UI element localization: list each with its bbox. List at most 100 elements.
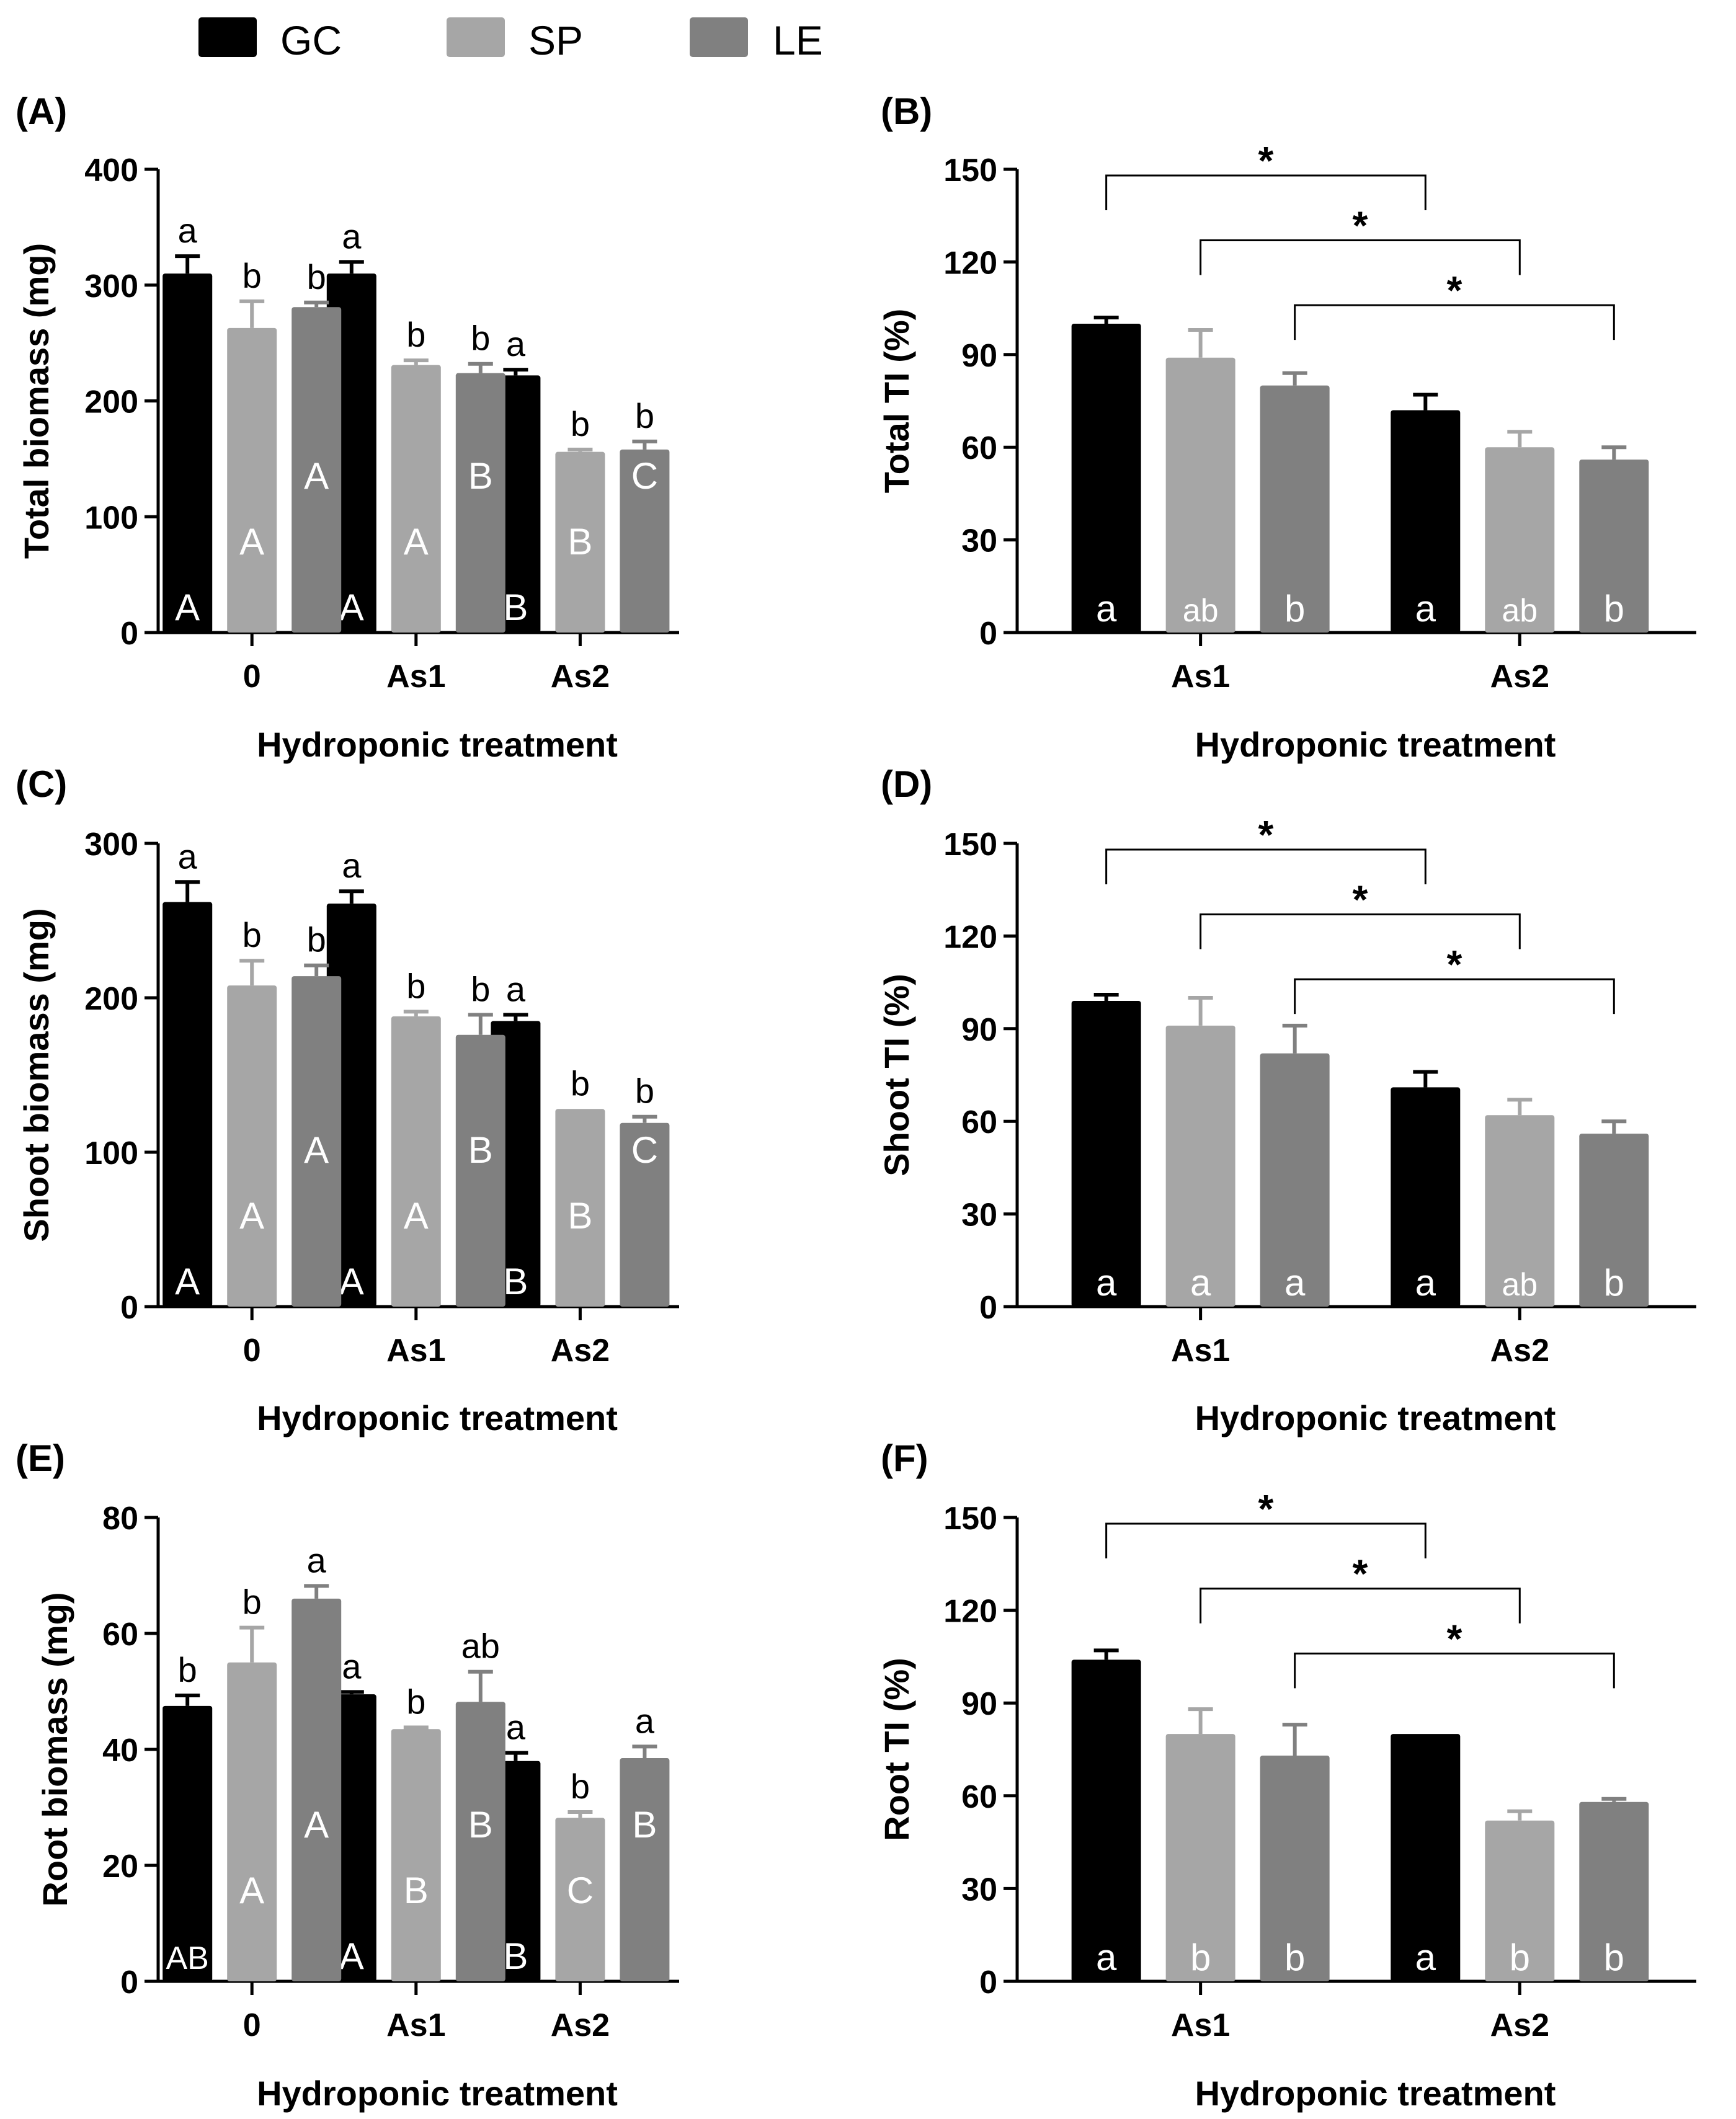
x-tick-label: 0 — [243, 2007, 261, 2043]
bar-inner-letter: a — [1284, 1262, 1306, 1304]
bar-inner-letter: A — [304, 1804, 329, 1846]
panel-4: (D) 0 30 60 90 120 150 Shoot TI (%) Hydroponic t… — [877, 763, 1696, 1437]
bar-sp — [1485, 447, 1555, 633]
x-tick-label: As2 — [1490, 1333, 1549, 1369]
legend-label-le: LE — [773, 17, 823, 63]
bar-top-letter: b — [571, 404, 590, 443]
bar-inner-letter: A — [339, 587, 364, 628]
y-tick-label: 90 — [961, 1012, 997, 1048]
y-tick-label: 0 — [120, 616, 138, 652]
bar-le — [455, 373, 505, 633]
bar-sp — [555, 451, 605, 633]
y-tick-label: 60 — [102, 1617, 138, 1653]
bar-top-letter: b — [307, 257, 326, 296]
x-tick-label: As1 — [1171, 2007, 1230, 2043]
significance-bracket — [1294, 1652, 1615, 1689]
significance-star: * — [1447, 1616, 1462, 1661]
panel-3: (C) 0 100 200 300 Shoot biomass (mg) Hydroponi… — [16, 763, 679, 1437]
bar-inner-letter: B — [468, 1804, 493, 1846]
bar-inner-letter: a — [1415, 1937, 1436, 1978]
bar-le — [1260, 1755, 1330, 1981]
bar-top-letter: a — [307, 1540, 327, 1579]
x-axis-label: Hydroponic treatment — [257, 725, 618, 764]
bar-top-letter: b — [406, 1682, 425, 1721]
bar-top-letter: b — [471, 319, 490, 358]
panel-title: (C) — [16, 763, 67, 805]
bar-inner-letter: A — [239, 1870, 264, 1911]
bar-inner-letter: a — [1096, 588, 1117, 629]
y-axis-label: Root biomass (mg) — [35, 1592, 74, 1906]
bar-inner-letter: a — [1096, 1262, 1117, 1304]
bar-top-letter: b — [471, 969, 490, 1008]
y-tick-label: 0 — [120, 1965, 138, 2001]
x-axis-label: Hydroponic treatment — [1195, 2074, 1556, 2113]
bar-top-letter: a — [342, 846, 362, 885]
bar-sp — [1165, 1025, 1235, 1307]
significance-star: * — [1258, 138, 1274, 183]
y-tick-label: 150 — [943, 827, 997, 863]
bar-top-letter: a — [178, 837, 198, 876]
x-tick-label: As1 — [386, 1333, 445, 1369]
bar-inner-letter: a — [1096, 1937, 1117, 1978]
legend: GC SP LE — [198, 17, 823, 63]
x-axis-label: Hydroponic treatment — [1195, 725, 1556, 764]
legend-swatch-gc — [198, 17, 257, 57]
y-tick-label: 150 — [943, 153, 997, 189]
bar-top-letter: b — [406, 315, 425, 354]
bar-inner-letter: A — [339, 1261, 364, 1302]
y-tick-label: 200 — [84, 384, 138, 420]
bar-inner-letter: C — [631, 455, 658, 497]
y-tick-label: 0 — [979, 1965, 997, 2001]
significance-star: * — [1447, 942, 1462, 987]
bar-le — [1579, 460, 1649, 633]
bar-inner-letter: A — [175, 587, 200, 628]
significance-star: * — [1353, 877, 1368, 922]
bar-gc — [1391, 1087, 1461, 1307]
bar-sp — [391, 1016, 441, 1307]
bar-gc — [1071, 1000, 1141, 1307]
y-tick-label: 60 — [961, 1779, 997, 1815]
x-tick-label: 0 — [243, 1333, 261, 1369]
bar-inner-letter: C — [567, 1870, 594, 1911]
bar-gc — [1071, 324, 1141, 633]
y-tick-label: 0 — [979, 616, 997, 652]
significance-bracket — [1200, 913, 1521, 949]
bar-sp — [391, 365, 441, 633]
bar-inner-letter: B — [468, 1129, 493, 1171]
y-axis-label: Shoot biomass (mg) — [17, 908, 56, 1242]
significance-bracket — [1200, 239, 1521, 275]
bar-top-letter: a — [635, 1701, 655, 1740]
bar-gc — [162, 902, 213, 1307]
x-tick-label: As2 — [1490, 659, 1549, 695]
bar-inner-letter: b — [1190, 1937, 1211, 1978]
panel-2: (B) 0 30 60 90 120 150 Total TI (%) Hydroponic t… — [877, 91, 1696, 764]
bar-le — [1260, 385, 1330, 633]
bar-inner-letter: a — [1415, 1262, 1436, 1304]
bar-inner-letter: B — [468, 455, 493, 497]
bar-top-letter: b — [635, 1072, 654, 1111]
bar-top-letter: a — [342, 1646, 362, 1686]
bar-inner-letter: b — [1604, 1937, 1624, 1978]
significance-bracket — [1105, 174, 1427, 210]
y-axis-label: Root TI (%) — [877, 1658, 916, 1841]
y-tick-label: 120 — [943, 245, 997, 281]
significance-star: * — [1258, 812, 1274, 857]
x-tick-label: As1 — [386, 2007, 445, 2043]
bar-inner-letter: A — [404, 1195, 429, 1237]
panel-title: (D) — [881, 763, 932, 805]
bar-inner-letter: b — [1284, 1937, 1305, 1978]
bar-inner-letter: A — [239, 521, 264, 562]
bar-top-letter: b — [178, 1650, 197, 1689]
bar-gc — [162, 1705, 213, 1981]
bar-le — [620, 1122, 670, 1307]
panel-5: (E) 0 20 40 60 80 Root biomass (mg) Hydroponic … — [16, 1437, 679, 2113]
x-axis-label: Hydroponic treatment — [257, 1398, 618, 1437]
x-tick-label: As1 — [386, 659, 445, 695]
y-tick-label: 60 — [961, 1104, 997, 1140]
bar-le — [1260, 1053, 1330, 1307]
x-tick-label: As1 — [1171, 659, 1230, 695]
bar-top-letter: b — [635, 396, 654, 435]
panel-title: (F) — [881, 1437, 928, 1479]
x-axis-label: Hydroponic treatment — [1195, 1398, 1556, 1437]
